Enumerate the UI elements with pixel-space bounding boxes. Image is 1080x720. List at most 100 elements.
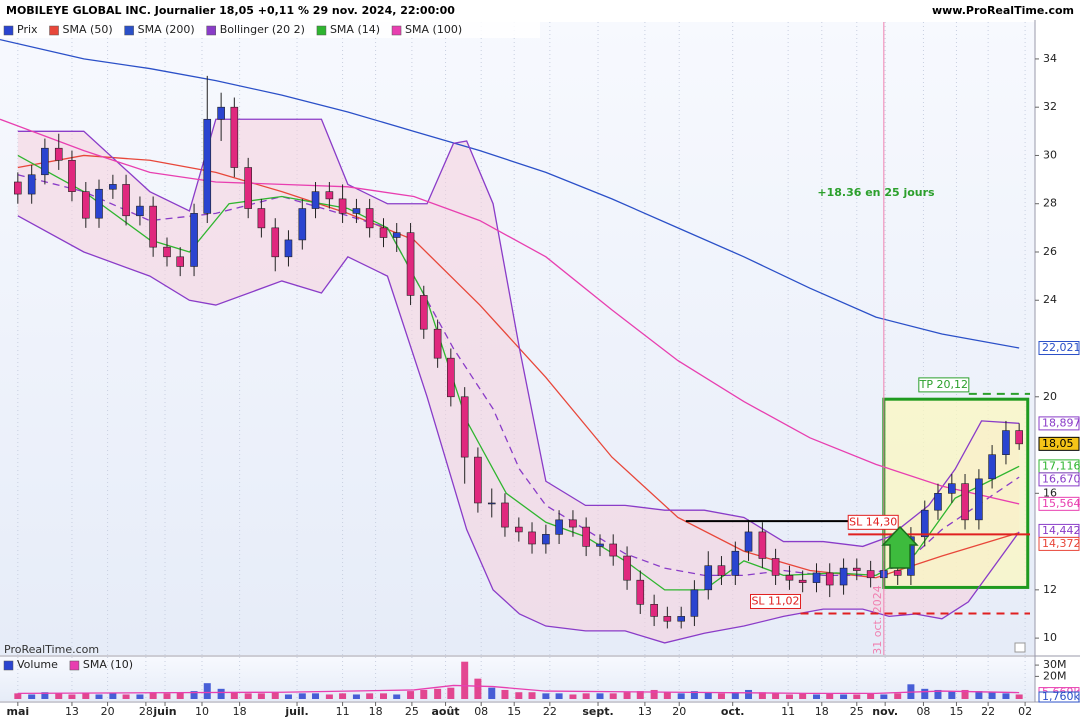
x-tick-label: 18 [233, 705, 247, 718]
volume-bar [82, 693, 90, 699]
volume-bar [501, 689, 509, 699]
volume-bar [474, 678, 482, 699]
legend-label: SMA (14) [330, 23, 380, 36]
arrow [881, 525, 919, 569]
candle-body [365, 208, 374, 229]
x-tick-label: 15 [507, 705, 521, 718]
candle-body [433, 328, 442, 359]
volume-label: 1,760k [1042, 690, 1080, 703]
x-tick-label: 02 [1018, 705, 1032, 718]
volume-bar [244, 693, 252, 699]
candle-body [623, 555, 631, 581]
y-tick-label: 30 [1043, 148, 1057, 161]
candle-body [109, 184, 117, 190]
level-label-box [918, 377, 970, 393]
candle-body [217, 106, 225, 120]
candle-body [203, 118, 212, 214]
volume-tick-label: 30M [1043, 658, 1067, 671]
price-label-box [1038, 472, 1080, 487]
volume-bar [271, 692, 279, 699]
candle-body [14, 181, 22, 195]
volume-bar [690, 691, 698, 699]
candle-body [636, 579, 645, 605]
price-label: 14,442 [1042, 524, 1080, 537]
volume-bar [1002, 693, 1010, 699]
volume-bar [663, 692, 671, 699]
volume-tick-label: 20M [1043, 669, 1067, 682]
volume-bar [704, 692, 712, 699]
y-tick-label: 12 [1043, 583, 1057, 596]
volume-bar [596, 693, 604, 699]
candle-body [758, 531, 767, 559]
candle-body [744, 531, 753, 552]
candle-body [82, 191, 90, 219]
candle-body [54, 147, 63, 161]
price-label: 16,670 [1042, 472, 1080, 485]
y-tick-label: 28 [1043, 197, 1057, 210]
legend-swatch [69, 660, 80, 671]
legend-label: SMA (50) [63, 23, 113, 36]
candle-body [325, 191, 334, 200]
candle-body [298, 208, 307, 241]
candle-body [798, 579, 807, 583]
y-tick-label: 24 [1043, 293, 1057, 306]
volume-bar [840, 694, 848, 699]
volume-bar [731, 692, 739, 699]
price-label-box [1038, 536, 1080, 551]
volume-bar [582, 693, 590, 699]
candle-body [230, 106, 239, 168]
candle-body [731, 550, 740, 576]
candle-body [419, 295, 428, 330]
candle-body [176, 256, 185, 267]
x-tick-label: 11 [781, 705, 795, 718]
candle-body [596, 543, 604, 547]
candle-body [487, 502, 496, 505]
legend-swatch [3, 660, 14, 671]
volume-bar [257, 693, 265, 699]
candle-body [163, 246, 171, 258]
plot [0, 22, 1030, 655]
candle-body [447, 357, 455, 398]
candle-body [812, 572, 821, 583]
price-label: 15,564 [1042, 497, 1080, 510]
x-tick-label: 25 [405, 705, 419, 718]
volume-bar [948, 691, 956, 699]
candle-body [704, 565, 713, 591]
legend-label: SMA (10) [83, 658, 133, 671]
sma-line [17, 154, 1020, 591]
headline: +18.36 en 25 jours [817, 186, 935, 199]
candle-body [122, 184, 130, 217]
legend-label: Bollinger (20 2) [220, 23, 305, 36]
volume-bar [555, 693, 563, 699]
y-tick-label: 16 [1043, 486, 1057, 499]
volume-bar [1015, 694, 1023, 699]
price-label: 22,021 [1042, 341, 1080, 354]
candle-body [311, 191, 320, 209]
legend-swatch [49, 25, 59, 36]
candle-body [961, 483, 969, 521]
panel-button[interactable] [1014, 642, 1026, 653]
volume-bar [988, 692, 996, 699]
candle-body [27, 174, 36, 195]
bollinger-middle [17, 174, 1020, 577]
candle-body [650, 604, 658, 617]
x-tick-label: 08 [474, 705, 488, 718]
volume-bar [623, 692, 631, 699]
level-label-box [847, 514, 899, 530]
volume-bar [95, 694, 103, 699]
volume-bar [677, 693, 685, 699]
candle-body [515, 526, 523, 533]
candle-body [785, 575, 794, 581]
volume-bar [447, 687, 455, 699]
volume-bar [28, 694, 36, 699]
x-tick-label: 15 [949, 705, 963, 718]
candle-body [866, 570, 875, 579]
candle-body [528, 531, 536, 545]
sma-line [0, 38, 1020, 349]
x-tick-label: 20 [101, 705, 115, 718]
candle-body [542, 534, 550, 545]
legend-label: SMA (100) [405, 23, 462, 36]
legend-bg [0, 22, 540, 38]
candle-body [338, 198, 347, 214]
